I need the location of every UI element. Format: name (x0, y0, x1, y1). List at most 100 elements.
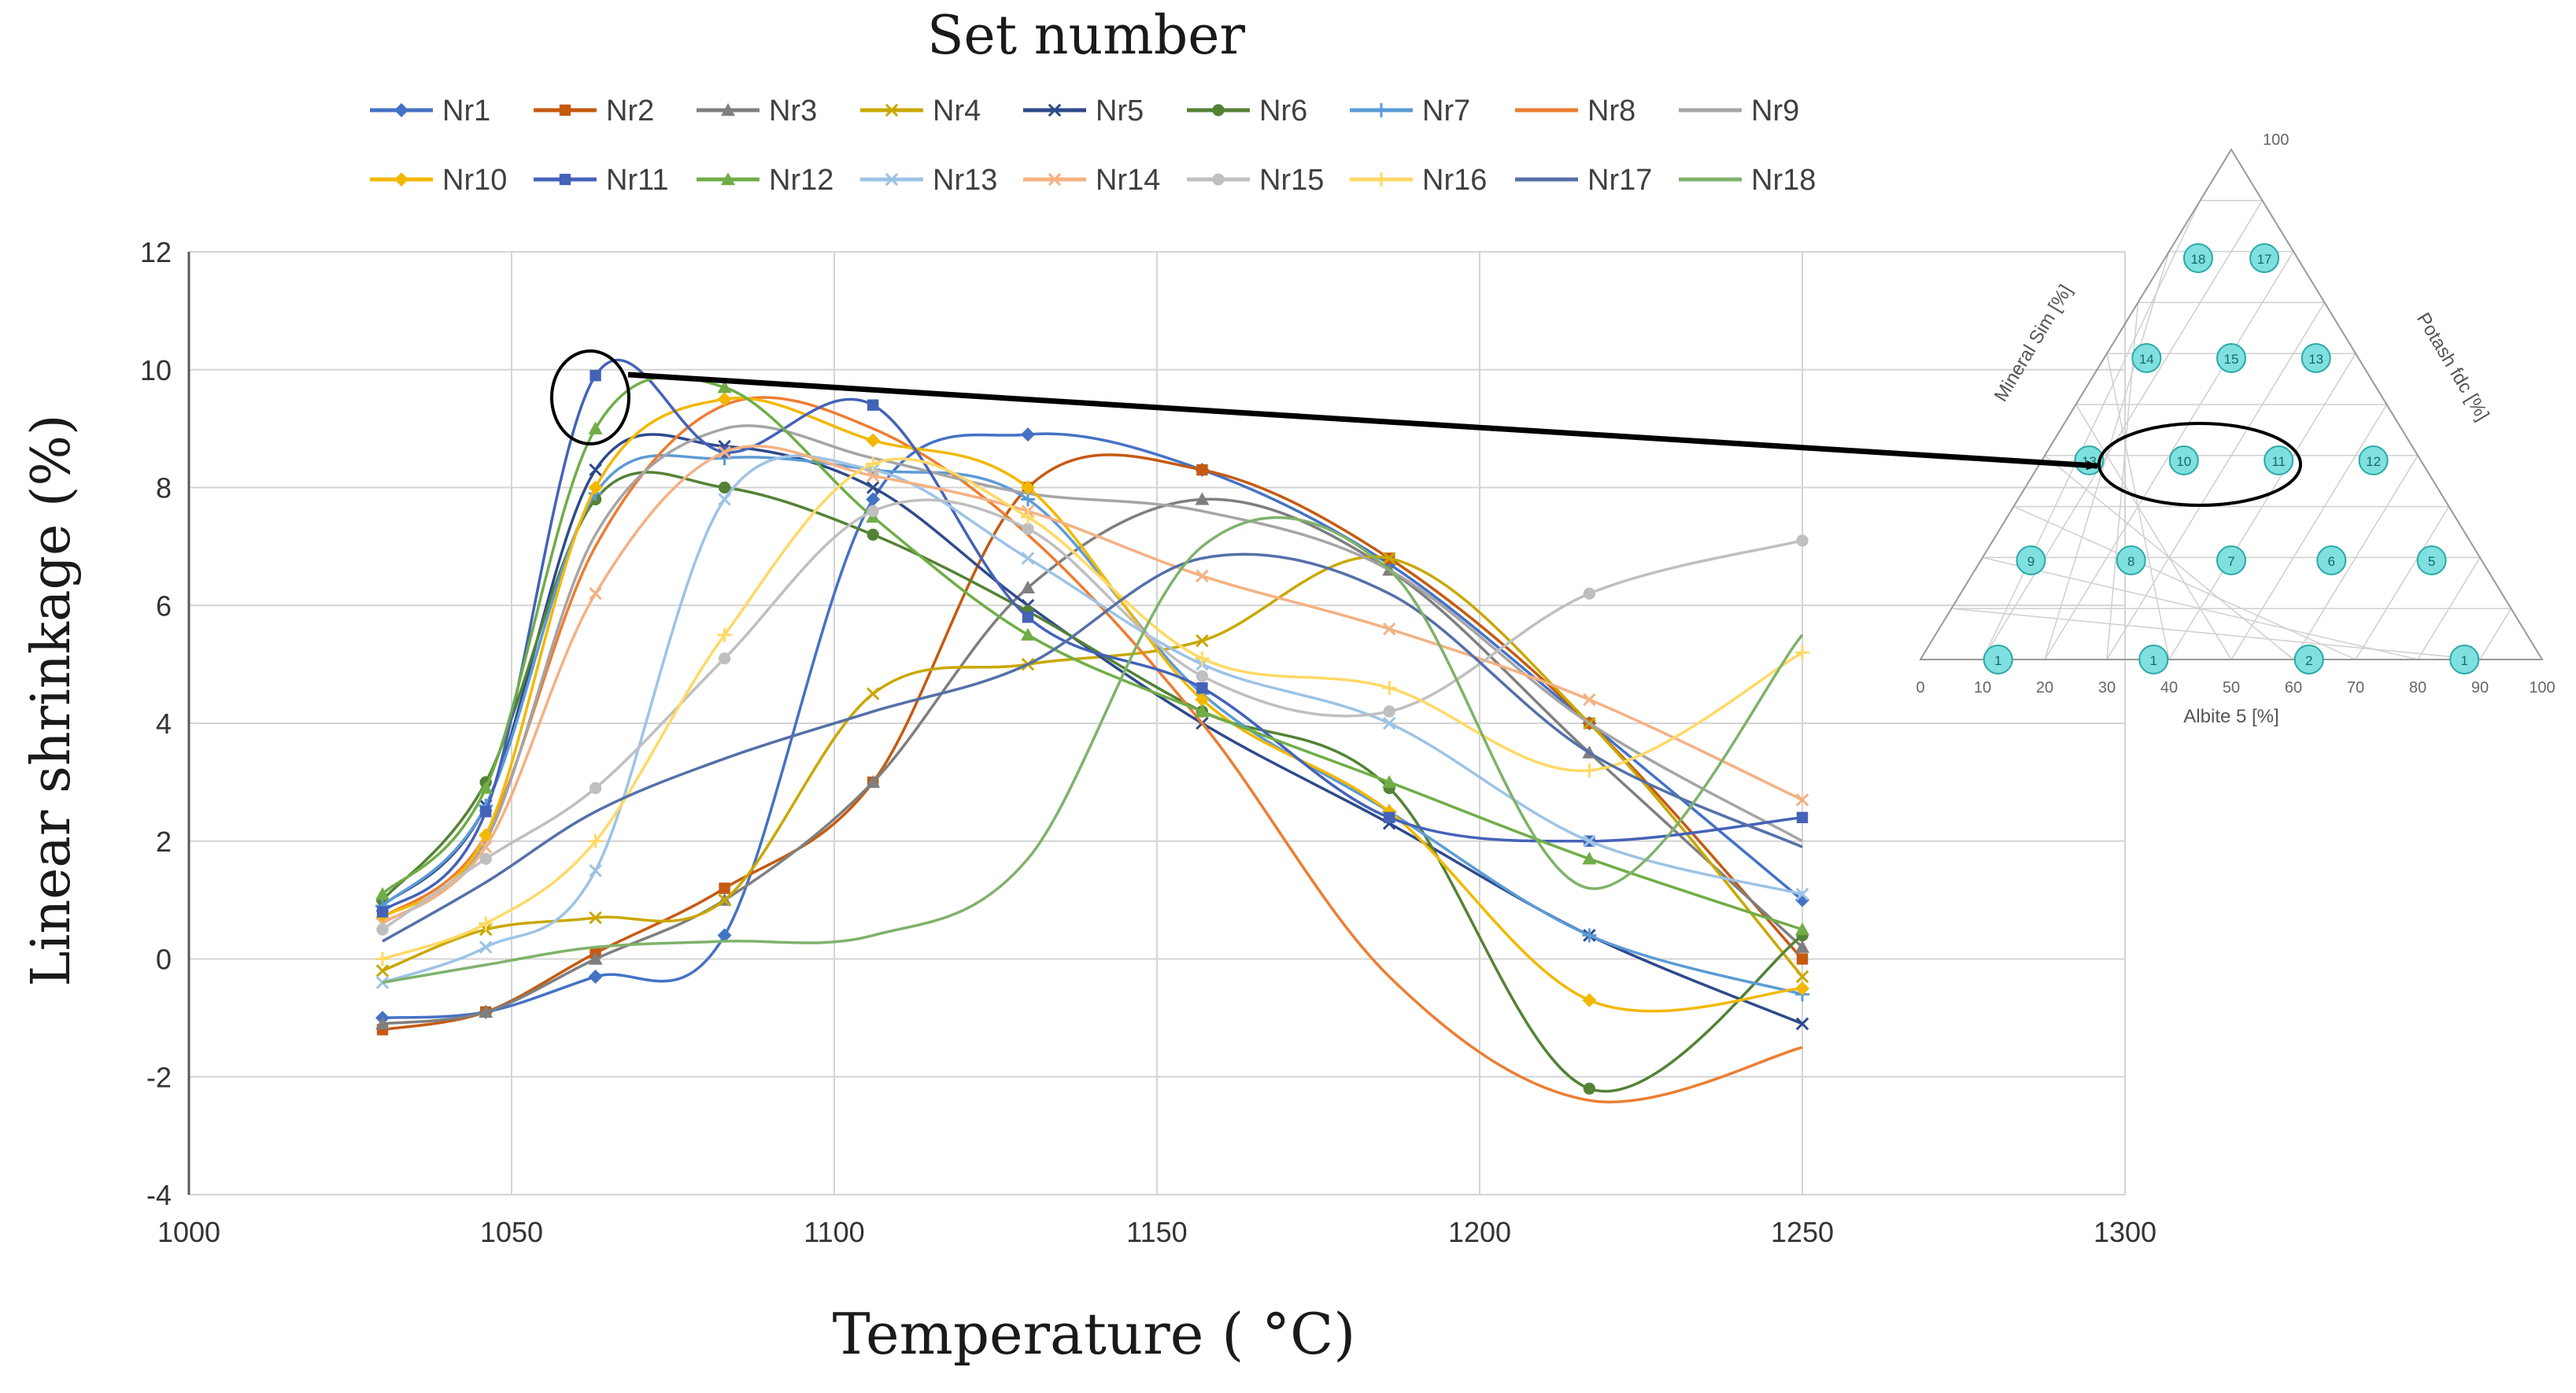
y-axis-label: Linear shrinkage (%) (20, 414, 83, 986)
legend-label: Nr3 (769, 94, 817, 127)
y-tick-label: 4 (156, 708, 172, 740)
data-point (589, 863, 602, 878)
ternary-gridline (2106, 302, 2326, 660)
legend-item-nr2: Nr2 (534, 94, 654, 127)
legend-label: Nr17 (1587, 164, 1652, 197)
series-line-nr9 (381, 424, 1803, 925)
legend-label: Nr4 (933, 94, 981, 127)
data-point (1583, 693, 1596, 707)
legend-label: Nr8 (1587, 94, 1635, 127)
data-point (589, 587, 602, 600)
legend-label: Nr12 (769, 164, 833, 197)
ternary-tick-label: 50 (2223, 679, 2240, 696)
data-point (1582, 992, 1597, 1007)
legend-label: Nr13 (933, 164, 997, 197)
data-point (1795, 1017, 1809, 1031)
data-point (1796, 953, 1809, 965)
legend-item-nr10: Nr10 (370, 164, 507, 197)
legend-label: Nr7 (1422, 94, 1470, 127)
x-tick-label: 1250 (1771, 1216, 1834, 1248)
data-point (376, 923, 389, 936)
data-point (375, 964, 390, 977)
y-tick-label: 8 (156, 472, 172, 504)
data-point (588, 480, 603, 495)
data-point (479, 852, 492, 865)
y-tick-label: 0 (156, 944, 172, 976)
series-nr16 (375, 456, 1809, 966)
data-point (1582, 763, 1597, 778)
ternary-point: 5 (2416, 545, 2447, 575)
legend-item-nr15: Nr15 (1187, 164, 1324, 197)
data-point (1795, 970, 1809, 984)
legend-marker (721, 172, 735, 186)
ternary-point-marker (2182, 243, 2213, 273)
ternary-point-label: 13 (2308, 352, 2323, 367)
legend-marker (885, 103, 899, 117)
ternary-gridline (2479, 608, 2512, 660)
y-tick-label: 6 (156, 589, 172, 622)
ternary-point-marker (2131, 343, 2162, 373)
legend-item-nr12: Nr12 (697, 164, 833, 197)
ternary-point-label: 1 (1994, 653, 2001, 668)
ternary-point-label: 15 (2224, 352, 2239, 367)
data-point (1022, 523, 1034, 535)
ternary-point: 18 (2182, 243, 2213, 273)
data-point (479, 940, 493, 954)
data-point (1382, 774, 1397, 789)
legend-label: Nr1 (442, 94, 490, 127)
ternary-point-marker (2016, 545, 2046, 575)
data-point (588, 951, 603, 965)
series-line-nr17 (382, 552, 1803, 943)
data-point (1021, 427, 1035, 442)
data-point (1195, 492, 1210, 505)
ternary-tick-label: 80 (2409, 679, 2426, 696)
series-nr12 (375, 375, 1809, 936)
ternary-point: 11 (2264, 445, 2294, 475)
ternary-point: 15 (2216, 343, 2246, 373)
ternary-point: 7 (2216, 545, 2246, 575)
data-point (1021, 552, 1035, 565)
ternary-point: 13 (2301, 343, 2331, 373)
legend-label: Nr2 (606, 94, 654, 127)
data-point (376, 906, 389, 918)
ternary-point-label: 18 (2190, 252, 2205, 267)
data-point (1796, 534, 1809, 547)
data-point (588, 969, 603, 984)
ternary-point-label: 8 (2127, 554, 2134, 569)
legend-item-nr7: Nr7 (1350, 94, 1470, 127)
legend-item-nr14: Nr14 (1023, 164, 1160, 197)
ternary-axis-label-bottom: Albite 5 [%] (2183, 706, 2278, 727)
series-line-nr12 (381, 375, 1803, 931)
series-line-nr18 (382, 515, 1804, 985)
data-point (1795, 981, 1809, 996)
ternary-top-label: 100 (2263, 131, 2289, 149)
ternary-tick-label: 10 (1974, 679, 1991, 696)
data-point (718, 445, 731, 459)
data-point (1382, 716, 1396, 730)
data-point (718, 652, 731, 665)
ternary-point-label: 7 (2227, 554, 2234, 569)
pointer-arrow (627, 371, 2099, 471)
data-point (1582, 928, 1597, 943)
legend-label: Nr11 (606, 164, 669, 197)
ternary-point-marker (2216, 545, 2246, 575)
ternary-point-marker (2293, 645, 2324, 674)
ternary-point: 10 (2168, 445, 2199, 475)
data-point (866, 469, 880, 482)
ternary-point-marker (2358, 445, 2389, 475)
series-nr14 (375, 445, 1809, 930)
series-nr18 (382, 515, 1804, 985)
series-nr9 (381, 424, 1803, 925)
series-line-nr11 (381, 358, 1803, 913)
data-point (1384, 811, 1395, 823)
ternary-point: 17 (2249, 243, 2280, 273)
data-point (479, 1004, 493, 1018)
legend-label: Nr18 (1751, 164, 1816, 197)
ternary-point-label: 17 (2257, 252, 2272, 267)
data-point (717, 627, 732, 642)
ternary-point-marker (2116, 545, 2146, 575)
series-line-nr7 (381, 453, 1803, 996)
legend-label: Nr14 (1096, 164, 1160, 197)
data-point (589, 781, 602, 795)
